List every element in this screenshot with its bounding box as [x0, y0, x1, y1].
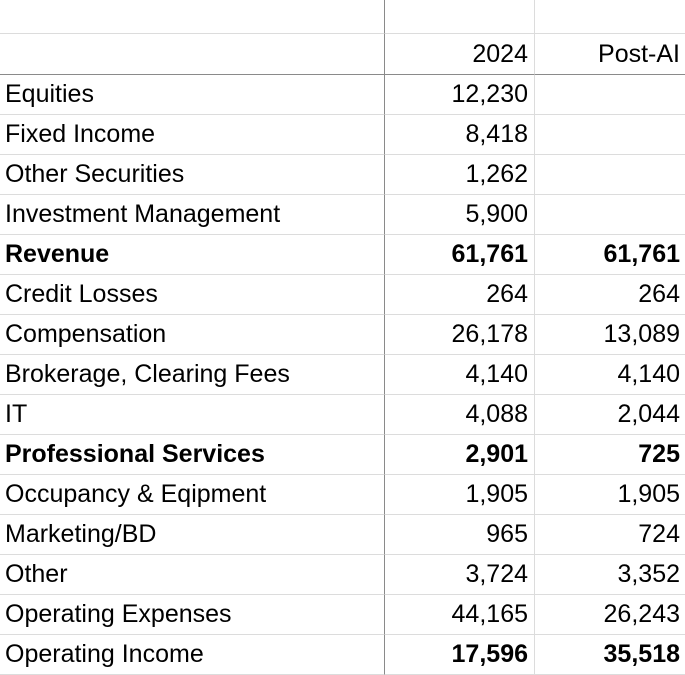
table-row: Equities 12,230 — [0, 75, 685, 115]
row-label[interactable]: IT — [0, 395, 385, 435]
table-body: Equities 12,230 Fixed Income 8,418 Other… — [0, 75, 685, 675]
empty-row — [0, 0, 685, 34]
row-label[interactable]: Other — [0, 555, 385, 595]
table-row: Other Securities 1,262 — [0, 155, 685, 195]
cell-postai[interactable] — [535, 75, 685, 115]
row-label[interactable]: Occupancy & Eqipment — [0, 475, 385, 515]
column-header-2024[interactable]: 2024 — [385, 34, 535, 75]
table-row: Brokerage, Clearing Fees 4,140 4,140 — [0, 355, 685, 395]
cell-2024[interactable]: 61,761 — [385, 235, 535, 275]
cell-2024[interactable]: 965 — [385, 515, 535, 555]
table-row: Operating Income 17,596 35,518 — [0, 635, 685, 675]
cell-2024[interactable]: 264 — [385, 275, 535, 315]
cell-2024[interactable]: 1,262 — [385, 155, 535, 195]
row-label[interactable]: Investment Management — [0, 195, 385, 235]
cell-2024[interactable]: 4,088 — [385, 395, 535, 435]
table-row: Fixed Income 8,418 — [0, 115, 685, 155]
cell-postai[interactable]: 4,140 — [535, 355, 685, 395]
cell-2024[interactable]: 2,901 — [385, 435, 535, 475]
empty-cell-label[interactable] — [0, 0, 385, 34]
cell-2024[interactable]: 8,418 — [385, 115, 535, 155]
column-header-label[interactable] — [0, 34, 385, 75]
table-row: Professional Services 2,901 725 — [0, 435, 685, 475]
header-row: 2024 Post-AI — [0, 34, 685, 75]
table-row: IT 4,088 2,044 — [0, 395, 685, 435]
cell-postai[interactable]: 26,243 — [535, 595, 685, 635]
cell-2024[interactable]: 12,230 — [385, 75, 535, 115]
row-label[interactable]: Brokerage, Clearing Fees — [0, 355, 385, 395]
cell-2024[interactable]: 5,900 — [385, 195, 535, 235]
table-row: Marketing/BD 965 724 — [0, 515, 685, 555]
empty-cell-2024[interactable] — [385, 0, 535, 34]
cell-postai[interactable]: 3,352 — [535, 555, 685, 595]
row-label[interactable]: Operating Expenses — [0, 595, 385, 635]
row-label[interactable]: Marketing/BD — [0, 515, 385, 555]
row-label[interactable]: Operating Income — [0, 635, 385, 675]
row-label[interactable]: Compensation — [0, 315, 385, 355]
cell-postai[interactable]: 264 — [535, 275, 685, 315]
cell-postai[interactable]: 61,761 — [535, 235, 685, 275]
cell-2024[interactable]: 26,178 — [385, 315, 535, 355]
row-label[interactable]: Credit Losses — [0, 275, 385, 315]
empty-cell-postai[interactable] — [535, 0, 685, 34]
row-label[interactable]: Fixed Income — [0, 115, 385, 155]
row-label[interactable]: Other Securities — [0, 155, 385, 195]
cell-postai[interactable]: 725 — [535, 435, 685, 475]
cell-2024[interactable]: 3,724 — [385, 555, 535, 595]
cell-2024[interactable]: 1,905 — [385, 475, 535, 515]
column-header-postai[interactable]: Post-AI — [535, 34, 685, 75]
table-row: Operating Expenses 44,165 26,243 — [0, 595, 685, 635]
cell-2024[interactable]: 17,596 — [385, 635, 535, 675]
cell-2024[interactable]: 4,140 — [385, 355, 535, 395]
cell-postai[interactable] — [535, 195, 685, 235]
cell-postai[interactable] — [535, 115, 685, 155]
cell-postai[interactable]: 2,044 — [535, 395, 685, 435]
table-row: Credit Losses 264 264 — [0, 275, 685, 315]
table-row: Compensation 26,178 13,089 — [0, 315, 685, 355]
cell-2024[interactable]: 44,165 — [385, 595, 535, 635]
table-row: Other 3,724 3,352 — [0, 555, 685, 595]
row-label[interactable]: Equities — [0, 75, 385, 115]
table-row: Investment Management 5,900 — [0, 195, 685, 235]
cell-postai[interactable] — [535, 155, 685, 195]
table-row: Revenue 61,761 61,761 — [0, 235, 685, 275]
cell-postai[interactable]: 13,089 — [535, 315, 685, 355]
row-label[interactable]: Revenue — [0, 235, 385, 275]
cell-postai[interactable]: 724 — [535, 515, 685, 555]
table-row: Occupancy & Eqipment 1,905 1,905 — [0, 475, 685, 515]
cell-postai[interactable]: 1,905 — [535, 475, 685, 515]
cell-postai[interactable]: 35,518 — [535, 635, 685, 675]
row-label[interactable]: Professional Services — [0, 435, 385, 475]
